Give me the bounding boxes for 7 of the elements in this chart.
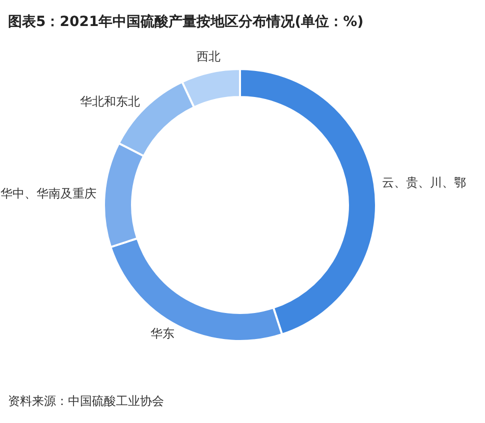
slice-label: 云、贵、川、鄂 bbox=[382, 175, 466, 190]
slice-label: 华北和东北 bbox=[80, 94, 140, 109]
text: 资料来源：中国硫酸工业协会 bbox=[8, 394, 164, 408]
slice-label: 华东 bbox=[150, 326, 175, 340]
chart-title: 图表5：2021年中国硫酸产量按地区分布情况(单位：%) bbox=[8, 13, 364, 30]
slice-label: 西北 bbox=[196, 49, 221, 64]
slice-label: 华中、华南及重庆 bbox=[0, 186, 96, 201]
